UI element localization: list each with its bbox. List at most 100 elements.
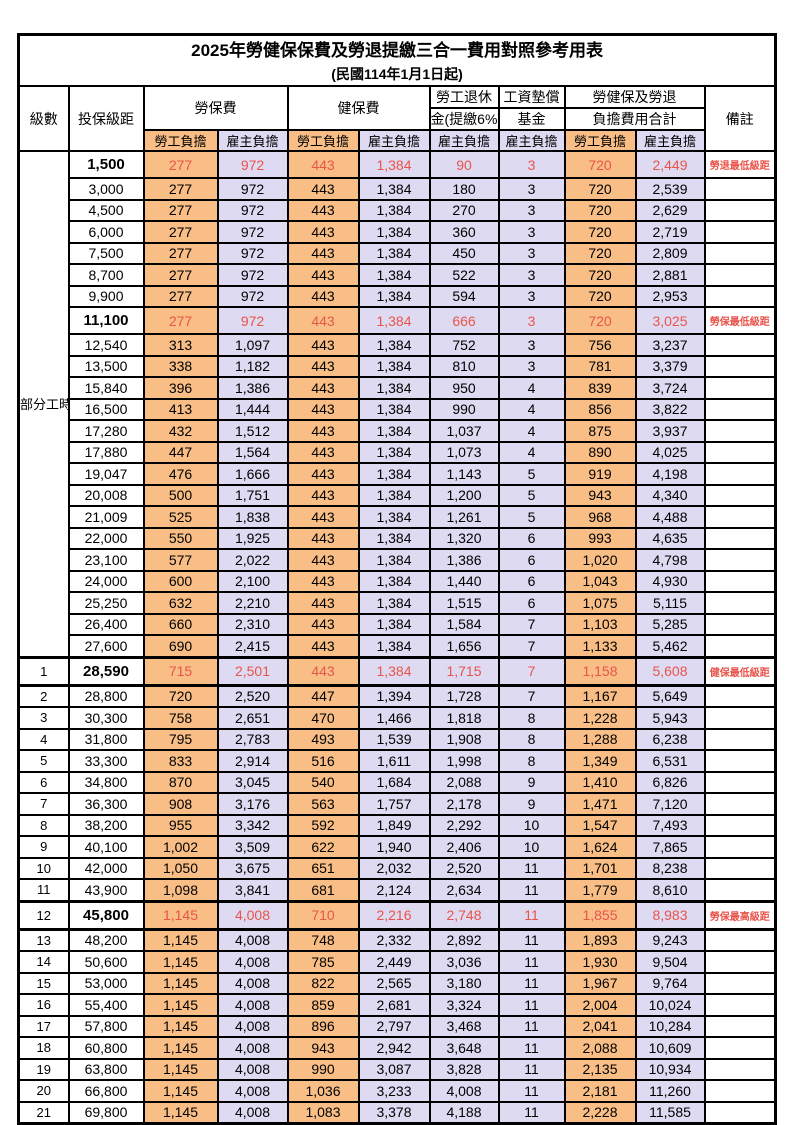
value-cell: 443 bbox=[286, 483, 360, 507]
value-cell: 1,075 bbox=[563, 591, 637, 615]
value-cell: 710 bbox=[286, 899, 360, 931]
col-header-wage-fund-line2: 基金 bbox=[497, 107, 566, 131]
bracket-cell: 38,200 bbox=[67, 813, 145, 837]
table-row: 4,500 277 972 443 1,384 270 3 720 2,629 bbox=[19, 198, 777, 222]
value-cell: 1,925 bbox=[216, 526, 289, 550]
remark-cell bbox=[703, 770, 777, 794]
value-cell: 8 bbox=[497, 706, 566, 730]
value-cell: 3,342 bbox=[216, 813, 289, 837]
table-row: 5 33,300 833 2,914 516 1,611 1,998 8 1,349 6,531 bbox=[17, 749, 777, 773]
value-cell: 681 bbox=[286, 878, 360, 902]
value-cell: 1,940 bbox=[357, 835, 431, 859]
value-cell: 5,285 bbox=[634, 612, 706, 636]
bracket-cell: 3,000 bbox=[67, 177, 145, 201]
bracket-cell: 8,700 bbox=[67, 263, 145, 287]
value-cell: 2,041 bbox=[563, 1014, 637, 1038]
level-cell: 16 bbox=[17, 993, 70, 1017]
value-cell: 594 bbox=[428, 284, 500, 308]
value-cell: 666 bbox=[428, 306, 500, 335]
col-header-bracket: 投保級距 bbox=[67, 85, 145, 152]
value-cell: 781 bbox=[563, 354, 637, 378]
remark-cell bbox=[703, 928, 777, 952]
table-body: 部分工時 1,500 277 972 443 1,384 90 3 720 2,449 勞退最低級距… bbox=[17, 150, 777, 1125]
value-cell: 7,493 bbox=[634, 813, 706, 837]
value-cell: 443 bbox=[286, 634, 360, 658]
value-cell: 4,008 bbox=[428, 1079, 500, 1103]
value-cell: 955 bbox=[142, 813, 219, 837]
bracket-cell: 22,000 bbox=[67, 526, 145, 550]
value-cell: 443 bbox=[286, 440, 360, 464]
remark-cell bbox=[703, 263, 777, 287]
value-cell: 1,384 bbox=[357, 198, 431, 222]
value-cell: 1,539 bbox=[357, 727, 431, 751]
value-cell: 1,384 bbox=[357, 354, 431, 378]
value-cell: 2,124 bbox=[357, 878, 431, 902]
value-cell: 4 bbox=[497, 376, 566, 400]
value-cell: 1,728 bbox=[428, 684, 500, 708]
level-cell: 6 bbox=[17, 770, 70, 794]
value-cell: 870 bbox=[142, 770, 219, 794]
bracket-cell: 50,600 bbox=[67, 950, 145, 974]
value-cell: 833 bbox=[142, 749, 219, 773]
remark-cell bbox=[703, 376, 777, 400]
value-cell: 1,384 bbox=[357, 526, 431, 550]
value-cell: 7 bbox=[497, 655, 566, 687]
value-cell: 1,666 bbox=[216, 462, 289, 486]
remark-cell bbox=[703, 1057, 777, 1081]
table-row: 3,000 277 972 443 1,384 180 3 720 2,539 bbox=[19, 177, 777, 201]
value-cell: 1,410 bbox=[563, 770, 637, 794]
value-cell: 859 bbox=[286, 993, 360, 1017]
value-cell: 1,349 bbox=[563, 749, 637, 773]
value-cell: 6,238 bbox=[634, 727, 706, 751]
value-cell: 1,471 bbox=[563, 792, 637, 816]
value-cell: 4,008 bbox=[216, 1036, 289, 1060]
value-cell: 3,509 bbox=[216, 835, 289, 859]
value-cell: 6 bbox=[497, 526, 566, 550]
value-cell: 758 bbox=[142, 706, 219, 730]
value-cell: 592 bbox=[286, 813, 360, 837]
value-cell: 4,008 bbox=[216, 971, 289, 995]
remark-cell bbox=[703, 1079, 777, 1103]
bracket-cell: 15,840 bbox=[67, 376, 145, 400]
value-cell: 180 bbox=[428, 177, 500, 201]
table-row: 17 57,800 1,145 4,008 896 2,797 3,468 11 2,041 10… bbox=[17, 1014, 777, 1038]
level-cell: 3 bbox=[17, 706, 70, 730]
value-cell: 4,930 bbox=[634, 569, 706, 593]
value-cell: 443 bbox=[286, 462, 360, 486]
value-cell: 2,748 bbox=[428, 899, 500, 931]
value-cell: 4,008 bbox=[216, 1079, 289, 1103]
value-cell: 493 bbox=[286, 727, 360, 751]
value-cell: 4,008 bbox=[216, 899, 289, 931]
value-cell: 3 bbox=[497, 150, 566, 179]
value-cell: 2,783 bbox=[216, 727, 289, 751]
value-cell: 4,635 bbox=[634, 526, 706, 550]
bracket-cell: 30,300 bbox=[67, 706, 145, 730]
value-cell: 1,967 bbox=[563, 971, 637, 995]
remark-cell bbox=[703, 1036, 777, 1060]
level-cell: 8 bbox=[17, 813, 70, 837]
value-cell: 2,135 bbox=[563, 1057, 637, 1081]
value-cell: 2,406 bbox=[428, 835, 500, 859]
value-cell: 1,083 bbox=[286, 1100, 360, 1125]
remark-cell bbox=[703, 835, 777, 859]
value-cell: 1,145 bbox=[142, 928, 219, 952]
value-cell: 2,088 bbox=[563, 1036, 637, 1060]
value-cell: 1,384 bbox=[357, 376, 431, 400]
bracket-cell: 43,900 bbox=[67, 878, 145, 902]
value-cell: 11 bbox=[497, 856, 566, 880]
value-cell: 1,145 bbox=[142, 950, 219, 974]
remark-cell bbox=[703, 548, 777, 572]
value-cell: 993 bbox=[563, 526, 637, 550]
level-cell: 14 bbox=[17, 950, 70, 974]
value-cell: 1,384 bbox=[357, 263, 431, 287]
value-cell: 1,098 bbox=[142, 878, 219, 902]
value-cell: 10 bbox=[497, 813, 566, 837]
table-row: 20,008 500 1,751 443 1,384 1,200 5 943 4,340 bbox=[19, 483, 777, 507]
table-row: 25,250 632 2,210 443 1,384 1,515 6 1,075 5,115 bbox=[19, 591, 777, 615]
table-row: 15 53,000 1,145 4,008 822 2,565 3,180 11 1,967 9,… bbox=[17, 971, 777, 995]
value-cell: 1,182 bbox=[216, 354, 289, 378]
value-cell: 3 bbox=[497, 177, 566, 201]
value-cell: 1,384 bbox=[357, 306, 431, 335]
remark-cell bbox=[703, 177, 777, 201]
